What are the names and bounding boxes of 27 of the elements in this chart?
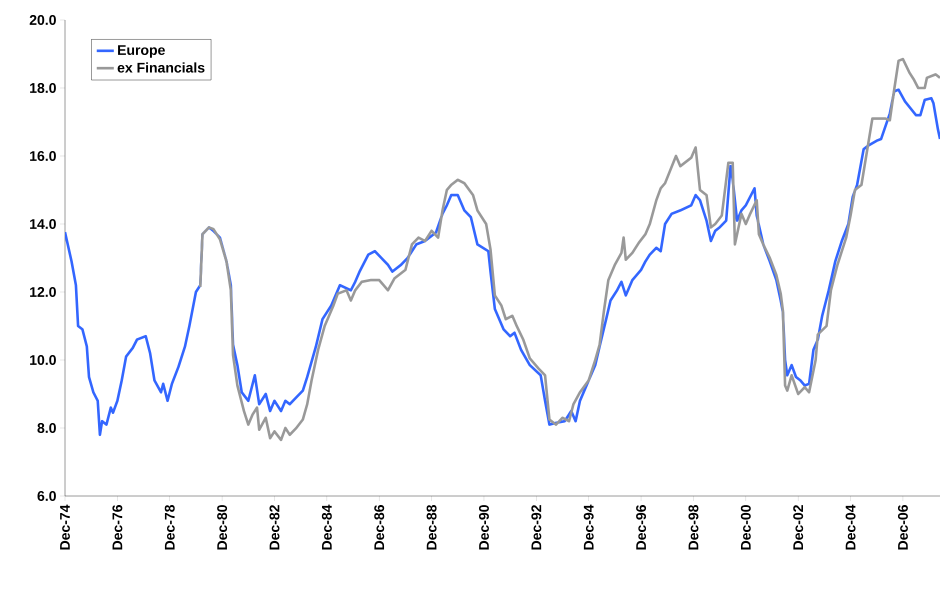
x-tick-label: Dec-02 <box>793 505 804 550</box>
x-tick-label: Dec-98 <box>688 504 698 550</box>
x-tick-label: Dec-86 <box>374 505 384 550</box>
x-tick-label: Dec-84 <box>322 504 332 550</box>
y-tick-label: 14.0 <box>30 219 56 229</box>
x-tick-label: Dec-04 <box>846 504 856 550</box>
y-tick-label: 8.0 <box>37 423 56 433</box>
y-tick-label: 18.0 <box>30 83 56 93</box>
x-tick-label: Dec-06 <box>898 505 908 550</box>
y-tick-label: 6.0 <box>38 491 56 501</box>
x-tick-label: Dec-92 <box>531 505 542 550</box>
x-tick-label: Dec-80 <box>217 505 228 550</box>
x-tick-label: Dec-96 <box>636 505 646 550</box>
x-tick-label: Dec-00 <box>740 505 751 550</box>
y-tick-label: 12.0 <box>30 287 56 297</box>
y-tick-label: 10.0 <box>30 355 56 365</box>
y-tick-label: 16.0 <box>30 151 56 161</box>
legend-label: ex Financials <box>118 62 204 73</box>
x-tick-label: Dec-78 <box>164 504 175 550</box>
x-tick-label: Dec-74 <box>60 504 70 550</box>
x-tick-label: Dec-88 <box>426 504 437 550</box>
x-tick-label: Dec-76 <box>112 505 122 550</box>
x-tick-label: Dec-90 <box>478 505 489 550</box>
x-tick-label: Dec-94 <box>584 504 594 550</box>
x-tick-label: Dec-82 <box>270 505 280 550</box>
legend-label: Europe <box>118 45 165 58</box>
y-tick-label: 20.0 <box>30 15 56 25</box>
